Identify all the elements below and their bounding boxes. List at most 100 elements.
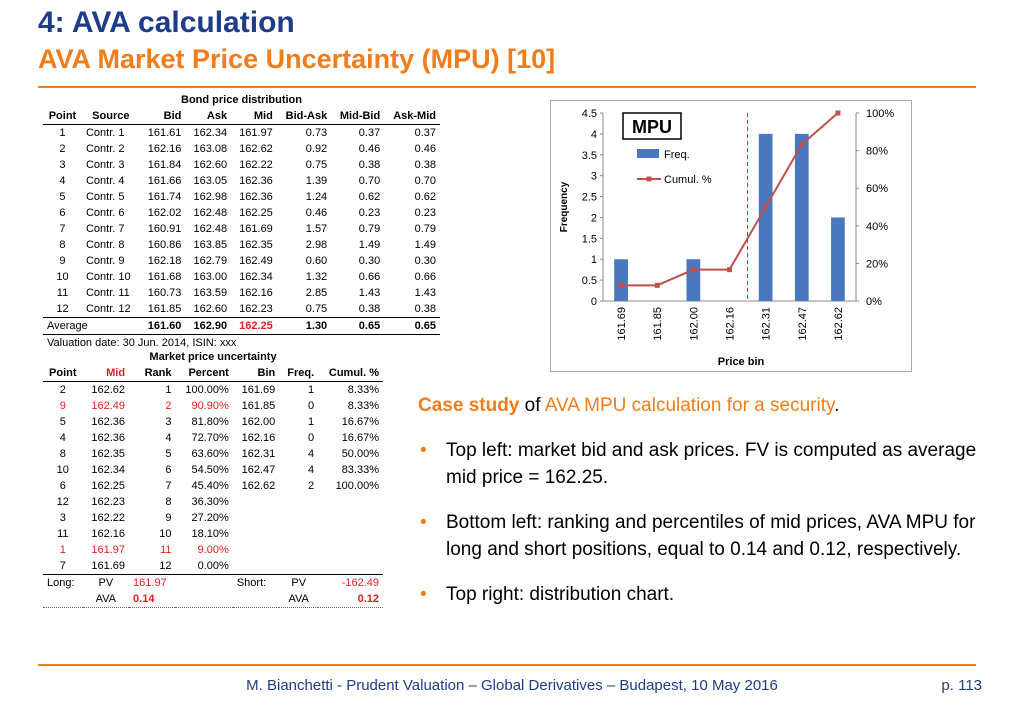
cumul-point [835, 110, 841, 116]
table-cell: 11 [57, 528, 69, 540]
table-cell [318, 542, 383, 558]
table-cell: 0.73 [305, 127, 328, 139]
average-bid-ask: 1.30 [276, 317, 332, 335]
table-row: 9 Contr. 9 162.18 162.79 162.49 0.60 0.30 0.30 [43, 253, 440, 269]
table-cell: 8 [59, 448, 66, 460]
table-cell: 18.10% [191, 528, 229, 540]
table-cell: 0.92 [305, 143, 328, 155]
table-cell [279, 510, 318, 526]
table-cell: 160.86 [147, 239, 182, 251]
table-row: 3 Contr. 3 161.84 162.60 162.22 0.75 0.38 0.38 [43, 157, 440, 173]
table-cell: Contr. 4 [85, 175, 125, 187]
table-row: 11 Contr. 11 160.73 163.59 162.16 2.85 1.43 1.4… [43, 285, 440, 301]
table-cell: 161.68 [147, 271, 182, 283]
y-tick-label: 0.5 [582, 275, 597, 287]
short-ava-label: AVA [279, 591, 319, 608]
short-label: Short: [232, 574, 280, 591]
table-cell: 162.31 [241, 448, 276, 460]
table-cell: 16.67% [341, 432, 379, 444]
y2-tick-label: 40% [866, 221, 888, 233]
case-study-line: Case study of AVA MPU calculation for a … [418, 392, 978, 419]
bond-table-header: Bid [139, 108, 186, 125]
bond-table-caption: Bond price distribution [181, 94, 302, 106]
table-cell: 162.34 [193, 127, 228, 139]
table-cell: 1.57 [305, 223, 328, 235]
table-cell: 45.40% [191, 480, 229, 492]
table-cell: 0.23 [414, 207, 436, 219]
table-cell: 9 [59, 255, 66, 267]
table-cell [233, 510, 279, 526]
bond-table-header: Ask-Mid [384, 108, 440, 125]
table-cell [318, 510, 383, 526]
table-cell: 7 [59, 223, 66, 235]
table-cell: 27.20% [191, 512, 229, 524]
x-tick-label: 162.16 [725, 307, 737, 341]
table-cell: 162.49 [239, 255, 273, 267]
slide-title: 4: AVA calculation [38, 6, 295, 39]
table-cell: 12 [56, 303, 69, 315]
mpu-table-caption: Market price uncertainty [149, 351, 277, 363]
bond-table-header: Mid-Bid [331, 108, 385, 125]
table-cell: 162.62 [239, 143, 273, 155]
freq-bar [794, 133, 809, 301]
table-cell: Contr. 2 [85, 143, 125, 155]
table-cell: 0.62 [414, 191, 436, 203]
average-bid: 161.60 [139, 317, 186, 335]
table-cell: 54.50% [191, 464, 229, 476]
table-cell: 162.62 [91, 384, 126, 396]
table-cell: 162.23 [91, 496, 126, 508]
table-cell: 4 [59, 175, 66, 187]
table-cell [279, 542, 318, 558]
bullet-text: Top right: distribution chart. [446, 584, 675, 605]
table-cell: 0.46 [358, 143, 381, 155]
table-cell: 5 [59, 191, 66, 203]
table-cell: Contr. 5 [85, 191, 125, 203]
bullet-dot: • [420, 512, 427, 533]
freq-bar [686, 259, 701, 301]
table-row: 3 162.22 9 27.20% [43, 510, 383, 526]
table-cell: 162.34 [91, 464, 126, 476]
bullet-dot: • [420, 584, 427, 605]
table-cell: 162.25 [91, 480, 126, 492]
table-cell: 0.66 [358, 271, 381, 283]
table-cell: 1.32 [305, 271, 328, 283]
table-cell: 162.35 [239, 239, 273, 251]
chart-title: MPU [632, 117, 672, 137]
mpu-table-header: Percent [175, 365, 233, 382]
bond-table-header: Bid-Ask [276, 108, 332, 125]
table-cell: 16.67% [341, 416, 379, 428]
table-cell: Contr. 11 [85, 287, 130, 299]
bond-price-table: Bond price distribution Point Source Bid As… [43, 92, 440, 351]
table-cell: 1.39 [305, 175, 328, 187]
table-cell: 0.38 [358, 303, 381, 315]
table-cell: 10 [159, 528, 172, 540]
bond-table-header: Point [43, 108, 82, 125]
table-cell: 9.00% [197, 544, 229, 556]
table-cell: 4 [308, 448, 315, 460]
table-row: 2 Contr. 2 162.16 163.08 162.62 0.92 0.46 0.46 [43, 141, 440, 157]
x-tick-label: 162.62 [833, 307, 845, 341]
table-cell: 8 [165, 496, 172, 508]
table-row: 8 162.35 5 63.60% 162.31 4 50.00% [43, 446, 383, 462]
table-cell: 0.38 [414, 303, 436, 315]
table-cell: 6 [165, 464, 172, 476]
cumul-point [690, 267, 696, 273]
table-cell: 6 [59, 480, 66, 492]
table-cell: 4 [59, 432, 66, 444]
top-divider [38, 86, 976, 88]
table-cell: 162.36 [239, 175, 273, 187]
cumul-point [763, 204, 769, 210]
table-cell: 0.38 [414, 159, 436, 171]
bond-table-header: Source [81, 108, 140, 125]
table-cell: 162.48 [193, 207, 228, 219]
cumul-point [799, 141, 805, 147]
cumul-point [618, 282, 624, 288]
table-cell: Contr. 1 [85, 127, 125, 139]
table-cell: 162.16 [91, 528, 126, 540]
bullet-text: Bottom left: ranking and percentiles of … [446, 512, 976, 560]
table-cell: 0.75 [305, 303, 328, 315]
freq-bar [614, 259, 628, 301]
bullet-dot: • [420, 440, 427, 461]
table-cell [279, 558, 318, 575]
table-cell: 162.48 [193, 223, 228, 235]
